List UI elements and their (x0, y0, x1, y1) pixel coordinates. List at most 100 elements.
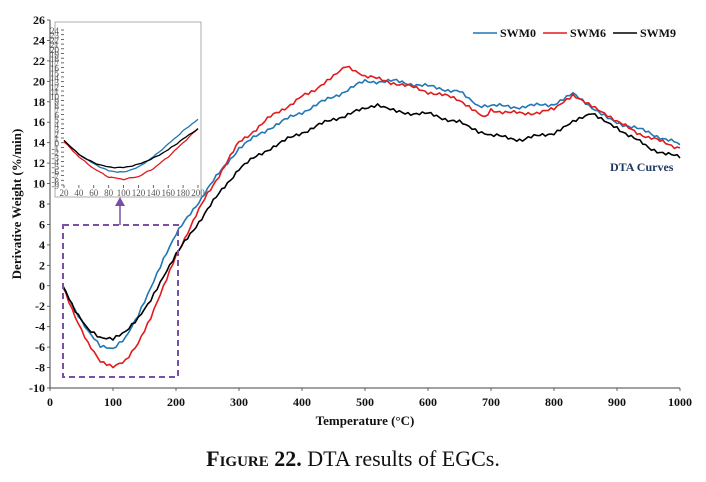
main-y-tick-label: -6 (35, 340, 45, 354)
inset-y-tick-label: -7 (52, 172, 60, 182)
inset-y-tick-label: 2 (55, 129, 60, 139)
legend-label-swm0: SWM0 (500, 26, 536, 40)
main-y-tick-label: 4 (39, 238, 45, 252)
inset-series-line-swm6 (63, 128, 199, 181)
main-y-tick-label: 6 (39, 217, 45, 231)
legend-label-swm9: SWM9 (640, 26, 676, 40)
inset-y-tick-label: 11 (50, 87, 59, 97)
main-y-tick-label: 10 (33, 177, 45, 191)
main-y-tick-label: 24 (33, 33, 45, 47)
inset-y-tick-label: 8 (55, 101, 60, 111)
main-x-tick-label: 900 (608, 395, 626, 409)
main-x-tick-label: 700 (482, 395, 500, 409)
inset-y-tick-label: 14 (50, 73, 60, 83)
inset-y-tick-label: 7 (55, 106, 60, 116)
inset-x-tick-label: 180 (176, 188, 190, 198)
main-x-tick-label: 100 (104, 395, 122, 409)
main-y-tick-label: 0 (39, 279, 45, 293)
main-y-tick-label: -2 (35, 299, 45, 313)
main-y-tick-label: 18 (33, 95, 45, 109)
main-y-tick-label: -4 (35, 320, 45, 334)
inset-y-tick-label: 4 (55, 120, 60, 130)
inset-x-ticks: 20 40 60 80 100 120 140 160 180 200 (60, 185, 205, 198)
main-x-tick-label: 400 (293, 395, 311, 409)
inset-y-tick-label: 16 (50, 64, 60, 74)
inset-y-tick-label: 24 (50, 26, 60, 36)
zoom-region-box (62, 224, 179, 378)
main-x-ticks: 0 100 200 300 400 500 600 700 800 900 1000 (47, 388, 692, 409)
inset-y-tick-label: 20 (50, 45, 60, 55)
inset-x-tick-label: 40 (74, 188, 84, 198)
inset-y-tick-label: 23 (50, 31, 60, 41)
inset-frame (54, 21, 202, 198)
main-x-tick-label: 600 (419, 395, 437, 409)
inset-y-tick-label: -9 (52, 181, 60, 191)
inset-y-tick-label: 12 (50, 82, 59, 92)
main-y-tick-label: 2 (39, 258, 45, 272)
inset-y-tick-label: -2 (52, 148, 60, 158)
inset-x-tick-label: 140 (147, 188, 161, 198)
main-x-tick-label: 1000 (668, 395, 692, 409)
inset-y-ticks: -9-8-7-6-5-4-3-2-10123456789101112131415… (50, 26, 64, 191)
figure-caption-text: DTA results of EGCs. (301, 446, 500, 471)
main-y-tick-label: 8 (39, 197, 45, 211)
inset-x-tick-label: 80 (104, 188, 114, 198)
main-x-tick-label: 300 (230, 395, 248, 409)
inset-y-tick-label: 18 (50, 54, 60, 64)
figure-label: Figure 22. (206, 446, 302, 471)
inset-x-tick-label: 160 (161, 188, 175, 198)
main-x-tick-label: 500 (356, 395, 374, 409)
inset-y-tick-label: 3 (55, 125, 60, 135)
main-y-tick-label: 22 (33, 54, 45, 68)
inset-plot: -9-8-7-6-5-4-3-2-10123456789101112131415… (50, 21, 205, 198)
main-series-lines (61, 65, 681, 369)
inset-y-tick-label: -3 (52, 153, 60, 163)
main-series-line-swm6 (61, 65, 681, 369)
main-y-tick-label: -10 (29, 381, 45, 395)
inset-y-tick-label: 22 (50, 35, 59, 45)
inset-y-tick-label: 15 (50, 68, 60, 78)
main-y-tick-label: 20 (33, 74, 45, 88)
inset-x-tick-label: 20 (60, 188, 70, 198)
x-axis-title: Temperature (°C) (316, 413, 415, 428)
inset-y-tick-label: -5 (52, 162, 60, 172)
main-series-line-swm9 (61, 103, 681, 341)
main-y-tick-label: -8 (35, 361, 45, 375)
inset-series-line-swm9 (63, 128, 199, 169)
main-x-tick-label: 800 (545, 395, 563, 409)
inset-series-lines (63, 118, 199, 181)
zoom-arrow-head (115, 197, 125, 206)
legend: SWM0 SWM6 SWM9 (473, 26, 676, 40)
dta-curves-annotation: DTA Curves (610, 160, 674, 174)
main-y-tick-label: 16 (33, 115, 45, 129)
y-axis-title: Derivative Weight (%/min) (9, 129, 24, 280)
inset-y-tick-label: 17 (50, 59, 60, 69)
main-y-tick-label: 26 (33, 13, 45, 27)
main-y-tick-label: 14 (33, 136, 45, 150)
main-x-tick-label: 200 (167, 395, 185, 409)
inset-x-tick-label: 60 (89, 188, 99, 198)
inset-x-tick-label: 200 (191, 188, 205, 198)
legend-label-swm6: SWM6 (570, 26, 606, 40)
inset-y-tick-label: 0 (55, 139, 60, 149)
inset-y-tick-label: 13 (50, 78, 60, 88)
inset-y-tick-label: -1 (52, 143, 60, 153)
inset-y-tick-label: 1 (55, 134, 60, 144)
inset-y-tick-label: -4 (52, 158, 60, 168)
main-x-tick-label: 0 (47, 395, 53, 409)
inset-y-tick-label: 10 (50, 92, 60, 102)
main-y-tick-label: 12 (33, 156, 45, 170)
inset-y-tick-label: 19 (50, 49, 60, 59)
inset-y-tick-label: -6 (52, 167, 60, 177)
inset-x-tick-label: 100 (117, 188, 131, 198)
inset-x-tick-label: 120 (132, 188, 146, 198)
main-series-line-swm0 (61, 78, 681, 350)
inset-y-tick-label: 6 (55, 111, 60, 121)
figure-caption: Figure 22. DTA results of EGCs. (0, 446, 706, 472)
inset-y-tick-label: 5 (55, 115, 60, 125)
inset-y-tick-label: -8 (52, 176, 60, 186)
inset-y-tick-label: 21 (50, 40, 59, 50)
